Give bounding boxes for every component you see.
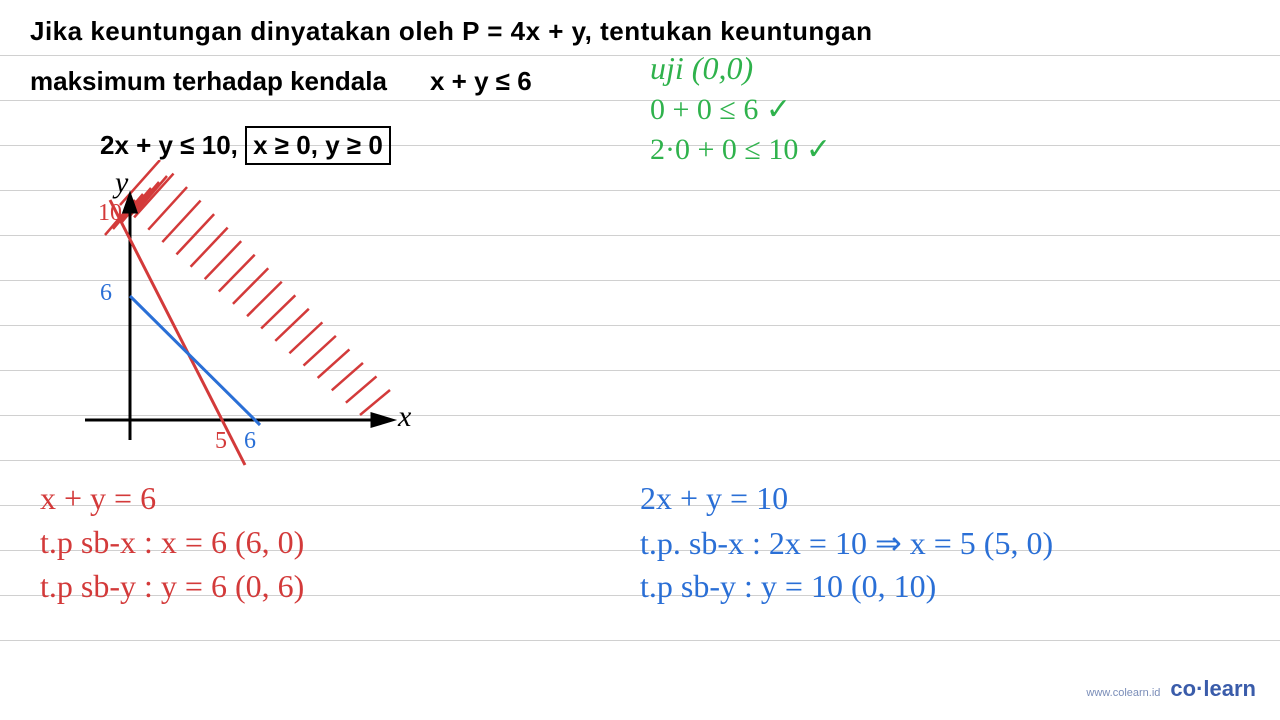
x-axis-label: x — [398, 400, 411, 434]
problem-constraint-1: x + y ≤ 6 — [430, 66, 532, 97]
constraint-2a: 2x + y ≤ 10, — [100, 130, 238, 160]
tick-y-6: 6 — [100, 280, 112, 307]
y-axis-label: y — [115, 166, 128, 200]
notes-red-sbx: t.p sb-x : x = 6 (6, 0) — [40, 524, 304, 561]
test-point-line-1: 0 + 0 ≤ 6 ✓ — [650, 92, 791, 127]
tick-y-10: 10 — [98, 200, 122, 227]
footer: www.colearn.id co·learn — [1086, 676, 1256, 702]
tick-x-5: 5 — [215, 428, 227, 455]
hatch-region — [105, 160, 390, 415]
footer-brand: co·learn — [1170, 676, 1256, 702]
notes-blue-sbx: t.p. sb-x : 2x = 10 ⇒ x = 5 (5, 0) — [640, 524, 1053, 562]
notes-red-sby: t.p sb-y : y = 6 (0, 6) — [40, 568, 304, 605]
test-point-line-2: 2·0 + 0 ≤ 10 ✓ — [650, 132, 831, 167]
notes-blue-eq: 2x + y = 10 — [640, 480, 788, 517]
notes-blue-sby: t.p sb-y : y = 10 (0, 10) — [640, 568, 936, 605]
problem-line-2a: maksimum terhadap kendala — [30, 66, 387, 97]
tick-x-6: 6 — [244, 428, 256, 455]
test-point-title: uji (0,0) — [650, 50, 753, 87]
problem-line-1: Jika keuntungan dinyatakan oleh P = 4x +… — [30, 16, 873, 47]
footer-url: www.colearn.id — [1086, 687, 1160, 699]
line-blue — [130, 296, 260, 425]
notes-red-eq: x + y = 6 — [40, 480, 156, 517]
